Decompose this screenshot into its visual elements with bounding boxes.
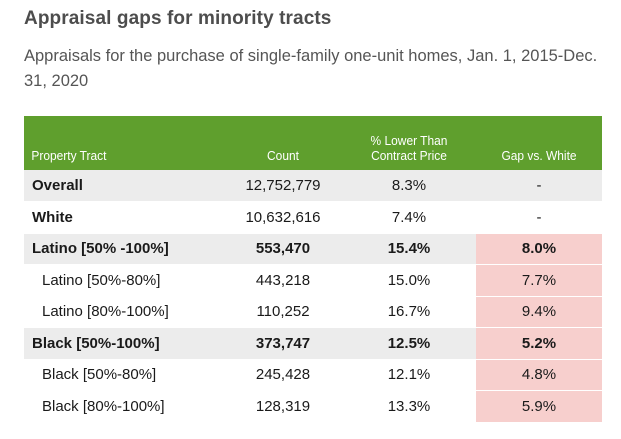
cell-pct-lower: 13.3% bbox=[342, 390, 476, 423]
table-row: White 10,632,616 7.4% - bbox=[24, 201, 602, 234]
cell-property-tract: Latino [80%-100%] bbox=[24, 296, 224, 328]
cell-gap-vs-white: 4.8% bbox=[476, 359, 602, 391]
table-row: Latino [50%-80%] 443,218 15.0% 7.7% bbox=[24, 264, 602, 297]
cell-pct-lower: 16.7% bbox=[342, 296, 476, 328]
cell-count: 245,428 bbox=[224, 359, 342, 391]
cell-property-tract: Overall bbox=[24, 170, 224, 202]
table-row: Black [50%-100%] 373,747 12.5% 5.2% bbox=[24, 327, 602, 360]
header-property-tract: Property Tract bbox=[31, 148, 107, 163]
header-count: Count bbox=[267, 148, 299, 163]
cell-gap-vs-white: 9.4% bbox=[476, 296, 602, 328]
cell-pct-lower: 15.4% bbox=[342, 233, 476, 265]
table-row: Black [80%-100%] 128,319 13.3% 5.9% bbox=[24, 390, 602, 423]
cell-gap-vs-white: - bbox=[476, 170, 602, 202]
cell-gap-vs-white: 8.0% bbox=[476, 233, 602, 265]
cell-property-tract: Black [80%-100%] bbox=[24, 390, 224, 423]
chart-subtitle: Appraisals for the purchase of single-fa… bbox=[24, 47, 598, 90]
cell-property-tract: Black [50%-100%] bbox=[24, 327, 224, 360]
cell-pct-lower: 8.3% bbox=[342, 170, 476, 202]
cell-pct-lower: 12.1% bbox=[342, 359, 476, 391]
cell-pct-lower: 15.0% bbox=[342, 264, 476, 297]
cell-count: 110,252 bbox=[224, 296, 342, 328]
cell-gap-vs-white: 5.2% bbox=[476, 327, 602, 360]
cell-count: 10,632,616 bbox=[224, 201, 342, 234]
header-gap-vs-white: Gap vs. White bbox=[501, 148, 577, 163]
table-row: Black [50%-80%] 245,428 12.1% 4.8% bbox=[24, 359, 602, 391]
cell-gap-vs-white: 7.7% bbox=[476, 264, 602, 297]
cell-gap-vs-white: - bbox=[476, 201, 602, 234]
table-body: Overall 12,752,779 8.3% - White 10,632,616 7.4… bbox=[24, 170, 602, 423]
table-header: Property Tract Count % Lower Than Contra… bbox=[24, 116, 602, 170]
header-row: Property Tract Count % Lower Than Contra… bbox=[24, 116, 602, 170]
cell-property-tract: Latino [50% -100%] bbox=[24, 233, 224, 265]
cell-count: 373,747 bbox=[224, 327, 342, 360]
cell-count: 443,218 bbox=[224, 264, 342, 297]
chart-title: Appraisal gaps for minority tracts bbox=[24, 8, 332, 29]
cell-pct-lower: 7.4% bbox=[342, 201, 476, 234]
header-pct-lower: % Lower Than Contract Price bbox=[370, 133, 448, 163]
cell-property-tract: Latino [50%-80%] bbox=[24, 264, 224, 297]
cell-property-tract: White bbox=[24, 201, 224, 234]
cell-gap-vs-white: 5.9% bbox=[476, 390, 602, 423]
table-row: Overall 12,752,779 8.3% - bbox=[24, 170, 602, 202]
table-row: Latino [80%-100%] 110,252 16.7% 9.4% bbox=[24, 296, 602, 328]
cell-count: 553,470 bbox=[224, 233, 342, 265]
table-row: Latino [50% -100%] 553,470 15.4% 8.0% bbox=[24, 233, 602, 265]
cell-count: 128,319 bbox=[224, 390, 342, 423]
appraisal-gap-table: Property Tract Count % Lower Than Contra… bbox=[24, 116, 602, 423]
cell-property-tract: Black [50%-80%] bbox=[24, 359, 224, 391]
cell-pct-lower: 12.5% bbox=[342, 327, 476, 360]
cell-count: 12,752,779 bbox=[224, 170, 342, 202]
